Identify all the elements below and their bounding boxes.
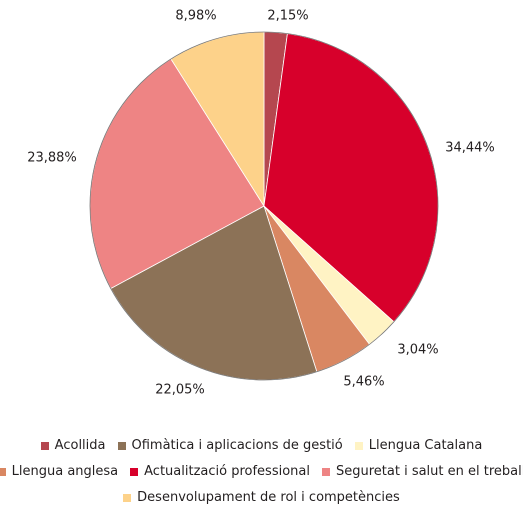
- legend-label: Seguretat i salut en el treball: [335, 464, 523, 479]
- legend-item: Seguretat i salut en el treball: [321, 464, 523, 479]
- data-label-2: 34,44%: [445, 141, 495, 156]
- legend-swatch: [40, 441, 49, 450]
- legend-swatch: [117, 441, 126, 450]
- legend-swatch: [123, 493, 132, 502]
- data-label-4: 5,46%: [343, 375, 384, 390]
- legend-swatch: [321, 467, 330, 476]
- pie-slices: [89, 31, 439, 381]
- legend-swatch: [130, 467, 139, 476]
- legend-item: Acollida: [40, 438, 106, 453]
- legend-item: Actualització professional: [130, 464, 310, 479]
- legend-label: Desenvolupament de rol i competències: [137, 490, 400, 505]
- legend-label: Actualització professional: [144, 464, 310, 479]
- legend-item: Llengua Catalana: [354, 438, 483, 453]
- data-label-3: 3,04%: [397, 343, 438, 358]
- legend-swatch: [354, 441, 363, 450]
- legend-row-3: Desenvolupament de rol i competències: [0, 490, 523, 505]
- legend-row-1: Acollida Ofimàtica i aplicacions de gesti…: [0, 438, 523, 453]
- legend-item: Llengua anglesa: [0, 464, 118, 479]
- pie-data-labels: 2,15% 34,44% 3,04% 5,46% 22,05% 23,88% 8,98%: [27, 9, 495, 398]
- legend-item: Ofimàtica i aplicacions de gestió: [117, 438, 343, 453]
- legend-label: Llengua anglesa: [11, 464, 119, 479]
- legend-swatch: [0, 467, 6, 476]
- legend-label: Acollida: [54, 438, 106, 453]
- data-label-1: 2,15%: [267, 9, 308, 24]
- legend-label: Llengua Catalana: [368, 438, 483, 453]
- data-label-5: 22,05%: [155, 383, 205, 398]
- data-label-7: 8,98%: [175, 9, 216, 24]
- legend-label: Ofimàtica i aplicacions de gestió: [131, 438, 343, 453]
- legend-item: Desenvolupament de rol i competències: [123, 490, 400, 505]
- pie-outline: [89, 31, 439, 381]
- legend-row-2: Llengua anglesa Actualització professiona…: [0, 464, 523, 479]
- data-label-6: 23,88%: [27, 151, 77, 166]
- pie-chart: 2,15% 34,44% 3,04% 5,46% 22,05% 23,88% 8,98%: [27, 9, 495, 398]
